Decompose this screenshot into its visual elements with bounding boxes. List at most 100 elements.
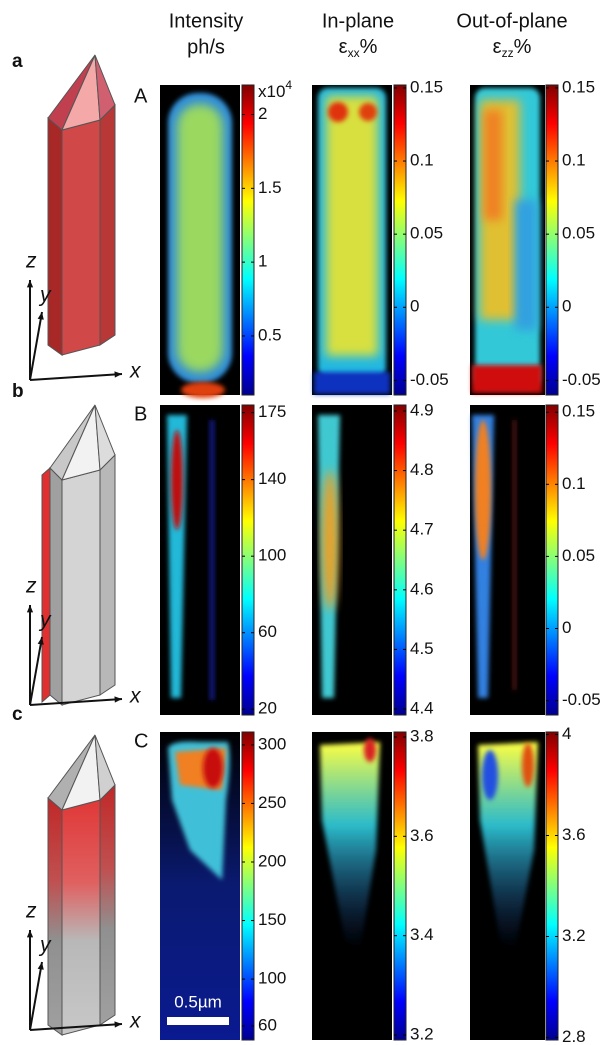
column-unit: ph/s (187, 36, 225, 58)
tick-label: 0.15 (410, 77, 443, 96)
tick-label: -0.05 (410, 370, 449, 389)
column-header: Out-of-plane (456, 10, 567, 32)
tick-label: 150 (258, 910, 286, 929)
panel-label: A (134, 85, 148, 107)
tick-label: 4.8 (410, 460, 434, 479)
arrow-head (37, 637, 44, 645)
tick-label: 0 (562, 618, 571, 637)
tick-label: 0.15 (562, 77, 595, 96)
tick-label: 3.2 (562, 926, 586, 945)
subscript: zz (502, 46, 514, 60)
tick-label: 4.6 (410, 579, 434, 598)
axis-arrow (29, 961, 43, 1031)
tick-label: 175 (258, 402, 286, 421)
unit: % (360, 36, 378, 58)
axis-arrow (29, 373, 123, 381)
tick-label: 2.8 (562, 1027, 586, 1045)
colorbar (545, 84, 559, 396)
symbol: ε (339, 36, 348, 58)
tick-label: 1.5 (258, 178, 282, 197)
axis-arrow (29, 636, 43, 706)
arrow-head (26, 605, 34, 613)
heatmap-row-c (160, 732, 545, 1040)
tick-label: 4.9 (410, 400, 434, 419)
row-label: a (12, 51, 23, 72)
tick-label: 300 (258, 734, 286, 753)
axis-label: y (38, 284, 52, 307)
column-header: Intensity (169, 10, 243, 32)
colorbar (393, 84, 407, 396)
colorbar (241, 731, 255, 1041)
axis-label: x (129, 360, 142, 383)
axis-label: z (25, 900, 37, 923)
axis-label: z (25, 575, 37, 598)
tick-label: 60 (258, 622, 277, 641)
axis-label: y (38, 609, 52, 632)
multiplier: x104 (258, 78, 292, 101)
colorbar (545, 404, 559, 716)
colorbar (545, 731, 559, 1041)
multiplier-base: x10 (258, 82, 285, 101)
tick-label: 3.4 (410, 925, 434, 944)
heatmap-row-b (160, 405, 545, 715)
heatmap-row-a (160, 85, 545, 398)
tick-label: 0.5 (258, 325, 282, 344)
colorbar (393, 404, 407, 716)
tick-label: 100 (258, 546, 286, 565)
tick-label: 0.05 (562, 224, 595, 243)
tick-label: 0.05 (410, 224, 443, 243)
tick-label: 100 (258, 969, 286, 988)
tick-label: 4.4 (410, 699, 434, 718)
colorbar (393, 731, 407, 1041)
subscript: xx (348, 46, 360, 60)
tick-label: 0.1 (562, 474, 586, 493)
tick-label: -0.05 (562, 370, 601, 389)
row-label: b (12, 381, 24, 402)
tick-label: 4 (562, 724, 571, 743)
arrow-head (114, 696, 122, 703)
tick-label: 0.1 (562, 151, 586, 170)
tick-label: 0 (410, 297, 419, 316)
multiplier-exponent: 4 (285, 78, 292, 92)
scale-bar (167, 1017, 229, 1025)
row-label: c (12, 704, 23, 725)
tick-label: 4.5 (410, 639, 434, 658)
scale-bar-label: 0.5µm (174, 992, 222, 1011)
arrow-head (37, 312, 44, 320)
axis-arrow (29, 698, 123, 706)
crystal-c (47, 734, 116, 1036)
arrow-head (37, 962, 44, 970)
tick-label: 0.05 (562, 546, 595, 565)
crystal-b (41, 404, 116, 707)
axis-arrow (29, 1023, 123, 1031)
axis-label: x (129, 685, 142, 708)
tick-label: 4.7 (410, 520, 434, 539)
colorbar (241, 84, 255, 396)
colorbar (241, 404, 255, 716)
column-unit: εxx% (339, 36, 378, 60)
axis-label: y (38, 934, 52, 957)
axis-arrow (29, 311, 43, 381)
axis-label: x (129, 1010, 142, 1033)
tick-label: 2 (258, 104, 267, 123)
column-unit: εzz% (493, 36, 532, 60)
tick-label: 250 (258, 793, 286, 812)
tick-label: 60 (258, 1015, 277, 1034)
axis-label: z (25, 250, 37, 273)
tick-label: 20 (258, 699, 277, 718)
tick-label: 3.6 (410, 826, 434, 845)
tick-label: 0.15 (562, 402, 595, 421)
tick-label: 3.6 (562, 825, 586, 844)
column-header: In-plane (322, 10, 394, 32)
panel-label: C (134, 730, 148, 752)
crystal-a (47, 54, 116, 356)
arrow-head (114, 371, 122, 378)
arrow-head (26, 280, 34, 288)
tick-label: 140 (258, 469, 286, 488)
tick-label: 3.8 (410, 726, 434, 745)
tick-label: 0.1 (410, 151, 434, 170)
arrow-head (114, 1021, 122, 1028)
tick-label: -0.05 (562, 690, 601, 709)
tick-label: 3.2 (410, 1025, 434, 1044)
